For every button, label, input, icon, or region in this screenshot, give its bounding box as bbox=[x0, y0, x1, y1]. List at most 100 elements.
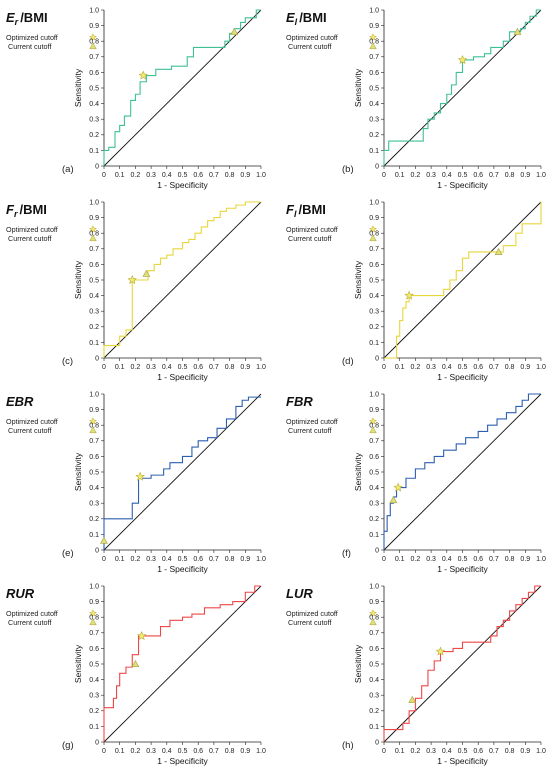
y-tick-label: 0 bbox=[375, 547, 379, 554]
panel-title-main: EBR bbox=[6, 394, 34, 409]
y-tick-label: 0.3 bbox=[89, 117, 99, 124]
legend-star-icon bbox=[88, 33, 98, 41]
x-tick-label: 0.1 bbox=[115, 172, 125, 179]
panel-letter: (d) bbox=[342, 356, 354, 367]
y-tick-label: 0.8 bbox=[89, 39, 99, 46]
x-axis-title: 1 - Specificity bbox=[157, 564, 208, 574]
y-tick-label: 0.7 bbox=[369, 54, 379, 61]
y-tick-label: 1.0 bbox=[369, 583, 379, 590]
y-tick-label: 0.9 bbox=[369, 215, 379, 222]
y-tick-label: 0.9 bbox=[369, 23, 379, 30]
y-tick-label: 0.4 bbox=[369, 677, 379, 684]
y-tick-label: 0.3 bbox=[369, 693, 379, 700]
panel-title: El/BMI bbox=[286, 10, 327, 27]
x-tick-label: 0.5 bbox=[178, 172, 188, 179]
x-tick-label: 0.4 bbox=[442, 748, 452, 755]
x-tick-label: 0.8 bbox=[225, 172, 235, 179]
panel-title-main: LUR bbox=[286, 586, 313, 601]
reference-diagonal bbox=[103, 201, 262, 359]
panel-title-main: RUR bbox=[6, 586, 35, 601]
y-tick-label: 0.3 bbox=[89, 501, 99, 508]
y-tick-label: 0.8 bbox=[89, 423, 99, 430]
reference-diagonal bbox=[383, 585, 542, 743]
y-tick-label: 0.3 bbox=[89, 693, 99, 700]
x-tick-label: 0.8 bbox=[505, 556, 515, 563]
x-tick-label: 0.7 bbox=[489, 364, 499, 371]
optimized-cutoff-marker bbox=[457, 54, 468, 64]
x-tick-label: 0.5 bbox=[178, 748, 188, 755]
y-axis-title: Sensitivity bbox=[353, 260, 363, 299]
optimized-cutoff-marker bbox=[393, 482, 403, 492]
y-tick-label: 0.3 bbox=[369, 501, 379, 508]
current-cutoff-marker bbox=[230, 27, 239, 35]
y-tick-label: 0.6 bbox=[369, 70, 379, 77]
x-tick-label: 0.7 bbox=[489, 748, 499, 755]
x-tick-label: 0.4 bbox=[442, 364, 452, 371]
legend-optimized-label: Optimized cutoff bbox=[6, 225, 58, 234]
y-tick-label: 0.6 bbox=[89, 646, 99, 653]
y-axis-title: Sensitivity bbox=[73, 68, 83, 107]
y-tick-label: 0.8 bbox=[89, 231, 99, 238]
legend-star-icon bbox=[368, 417, 378, 425]
panel-title: RUR bbox=[6, 586, 35, 601]
x-tick-label: 0.3 bbox=[426, 748, 436, 755]
y-tick-label: 0.6 bbox=[89, 262, 99, 269]
y-tick-label: 0.5 bbox=[89, 85, 99, 92]
y-tick-label: 0.5 bbox=[89, 469, 99, 476]
x-tick-label: 0 bbox=[102, 556, 106, 563]
x-tick-label: 0.4 bbox=[162, 556, 172, 563]
current-cutoff-marker bbox=[513, 27, 522, 35]
x-tick-label: 0.9 bbox=[240, 748, 250, 755]
y-tick-label: 0.9 bbox=[89, 23, 99, 30]
x-tick-label: 1.0 bbox=[256, 556, 266, 563]
y-tick-label: 0.6 bbox=[369, 454, 379, 461]
panel-title-subscript: r bbox=[14, 209, 18, 219]
y-tick-label: 0.7 bbox=[89, 630, 99, 637]
x-tick-label: 0.1 bbox=[395, 172, 405, 179]
panel-title: EBR bbox=[6, 394, 34, 409]
y-tick-label: 0.4 bbox=[369, 485, 379, 492]
y-axis-title: Sensitivity bbox=[73, 644, 83, 683]
x-tick-label: 0.5 bbox=[178, 364, 188, 371]
panel-letter: (b) bbox=[342, 164, 354, 175]
panel-letter: (g) bbox=[62, 740, 74, 751]
panel-title-suffix: /BMI bbox=[299, 10, 326, 25]
x-tick-label: 0.1 bbox=[395, 364, 405, 371]
y-tick-label: 0.7 bbox=[89, 438, 99, 445]
panel-title-main: F bbox=[286, 202, 295, 217]
x-tick-label: 0.2 bbox=[411, 172, 421, 179]
optimized-cutoff-marker bbox=[138, 70, 148, 80]
x-tick-label: 0.4 bbox=[162, 364, 172, 371]
y-tick-label: 0.8 bbox=[369, 39, 379, 46]
panel-title-main: E bbox=[6, 10, 15, 25]
x-tick-label: 0.7 bbox=[209, 172, 219, 179]
panel-letter: (c) bbox=[62, 356, 73, 367]
reference-diagonal bbox=[383, 201, 542, 359]
y-tick-label: 0.1 bbox=[369, 532, 379, 539]
y-tick-label: 0.4 bbox=[369, 101, 379, 108]
y-tick-label: 1.0 bbox=[89, 7, 99, 14]
y-tick-label: 0 bbox=[95, 547, 99, 554]
x-tick-label: 0.1 bbox=[395, 556, 405, 563]
y-tick-label: 0 bbox=[375, 355, 379, 362]
y-tick-label: 0.9 bbox=[89, 407, 99, 414]
x-tick-label: 0.4 bbox=[162, 172, 172, 179]
x-tick-label: 0.9 bbox=[520, 556, 530, 563]
panel-title: FBR bbox=[286, 394, 313, 409]
y-tick-label: 0.2 bbox=[89, 516, 99, 523]
x-tick-label: 0 bbox=[382, 748, 386, 755]
x-tick-label: 0.8 bbox=[225, 556, 235, 563]
x-tick-label: 0.3 bbox=[146, 172, 156, 179]
y-tick-label: 1.0 bbox=[369, 391, 379, 398]
roc-curve bbox=[383, 585, 541, 742]
y-tick-label: 1.0 bbox=[369, 7, 379, 14]
x-tick-label: 0.5 bbox=[458, 748, 468, 755]
y-tick-label: 0.1 bbox=[89, 148, 99, 155]
x-tick-label: 0.3 bbox=[146, 364, 156, 371]
y-tick-label: 0.7 bbox=[89, 54, 99, 61]
x-tick-label: 1.0 bbox=[536, 172, 546, 179]
y-tick-label: 0.2 bbox=[369, 132, 379, 139]
